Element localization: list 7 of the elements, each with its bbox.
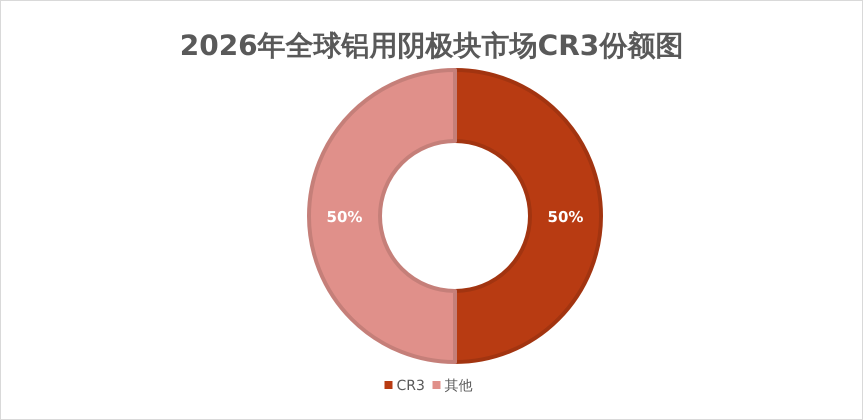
data-label: 50%: [326, 208, 362, 226]
chart-title: 2026年全球铝用阴极块市场CR3份额图: [180, 29, 684, 62]
data-label: 50%: [548, 208, 584, 226]
donut-slice: [307, 68, 457, 364]
legend-label: 其他: [444, 378, 472, 394]
donut-slice: [453, 68, 603, 364]
legend-label: CR3: [396, 378, 425, 394]
